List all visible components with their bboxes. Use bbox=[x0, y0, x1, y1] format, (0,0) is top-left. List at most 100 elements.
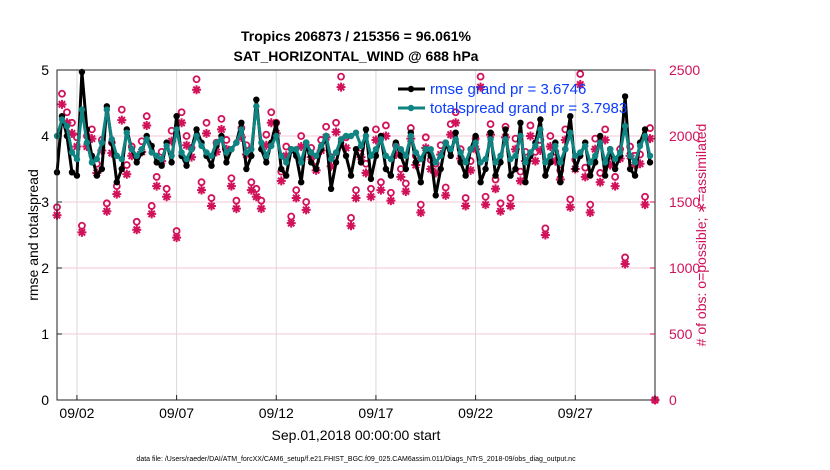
legend: rmse grand pr = 3.6746 totalspread grand … bbox=[398, 81, 627, 117]
totalspread-point bbox=[641, 132, 649, 140]
totalspread-point bbox=[68, 149, 76, 156]
totalspread-point bbox=[118, 155, 125, 163]
totalspread-point bbox=[178, 149, 185, 156]
totalspread-point bbox=[203, 149, 210, 156]
y-right-tick-label: 1000 bbox=[669, 260, 700, 276]
rmse-point bbox=[347, 172, 355, 179]
series-layer bbox=[52, 68, 660, 405]
assimilated-marker bbox=[142, 120, 152, 130]
assimilated-marker bbox=[236, 132, 246, 142]
possible-marker bbox=[461, 194, 470, 202]
totalspread-point bbox=[611, 155, 619, 163]
possible-marker bbox=[601, 125, 610, 134]
totalspread-point bbox=[621, 122, 629, 130]
totalspread-point bbox=[507, 155, 514, 163]
rmse-point bbox=[362, 126, 370, 133]
possible-marker bbox=[302, 198, 311, 206]
totalspread-point bbox=[422, 146, 429, 153]
x-tick-label: 09/27 bbox=[558, 405, 593, 421]
x-tick-label: 09/07 bbox=[159, 405, 194, 421]
x-tick-label: 09/22 bbox=[458, 405, 493, 421]
totalspread-point bbox=[437, 152, 444, 159]
totalspread-point bbox=[557, 159, 564, 166]
totalspread-point bbox=[83, 139, 91, 146]
totalspread-point bbox=[562, 146, 569, 153]
totalspread-point bbox=[362, 132, 370, 140]
assimilated-marker bbox=[610, 181, 620, 191]
rmse-point bbox=[522, 179, 529, 186]
assimilated-marker bbox=[476, 82, 486, 92]
rmse-point bbox=[417, 179, 424, 186]
assimilated-marker bbox=[535, 146, 545, 156]
rmse-point bbox=[208, 162, 215, 169]
assimilated-marker bbox=[226, 181, 236, 191]
assimilated-marker bbox=[117, 115, 127, 125]
rmse-point bbox=[587, 172, 594, 179]
totalspread-point bbox=[163, 142, 170, 150]
assimilated-marker bbox=[401, 186, 411, 196]
rmse-point bbox=[517, 119, 524, 127]
totalspread-point bbox=[253, 103, 260, 110]
totalspread-point bbox=[228, 146, 235, 153]
totalspread-point bbox=[113, 152, 121, 159]
rmse-point bbox=[133, 159, 140, 166]
assimilated-marker bbox=[122, 169, 132, 179]
totalspread-point bbox=[646, 152, 654, 159]
assimilated-marker bbox=[296, 142, 306, 152]
rmse-point bbox=[342, 152, 350, 159]
totalspread-point bbox=[88, 159, 96, 166]
rmse-point bbox=[93, 172, 101, 179]
totalspread-point bbox=[268, 142, 275, 150]
assimilated-marker bbox=[87, 134, 97, 144]
y-tick-label: 3 bbox=[41, 194, 49, 210]
rmse-point bbox=[113, 179, 121, 186]
totalspread-point bbox=[377, 136, 385, 143]
rmse-point bbox=[387, 172, 395, 179]
totalspread-point bbox=[138, 146, 145, 153]
rmse-point bbox=[278, 165, 285, 173]
rmse-point bbox=[397, 152, 405, 159]
rmse-point bbox=[153, 159, 160, 166]
y-right-tick-label: 500 bbox=[669, 326, 693, 342]
totalspread-point bbox=[372, 146, 380, 153]
totalspread-point bbox=[542, 159, 549, 166]
possible-marker bbox=[102, 199, 111, 208]
possible-marker bbox=[207, 194, 216, 202]
possible-marker bbox=[297, 132, 306, 140]
possible-marker bbox=[152, 173, 161, 181]
rmse-point bbox=[243, 165, 250, 173]
totalspread-point bbox=[342, 132, 350, 140]
totalspread-point bbox=[78, 106, 86, 113]
totalspread-point bbox=[587, 159, 594, 166]
assimilated-marker bbox=[595, 177, 605, 187]
totalspread-point bbox=[392, 142, 400, 150]
possible-marker bbox=[227, 174, 236, 183]
assimilated-marker bbox=[152, 181, 162, 191]
rmse-point bbox=[596, 132, 604, 140]
totalspread-point bbox=[601, 159, 609, 166]
possible-marker bbox=[217, 114, 226, 123]
rmse-point bbox=[367, 175, 375, 183]
assimilated-marker bbox=[361, 168, 371, 178]
totalspread-point bbox=[631, 159, 639, 166]
totalspread-point bbox=[198, 142, 205, 150]
totalspread-point bbox=[537, 126, 544, 133]
assimilated-marker bbox=[206, 201, 216, 211]
assimilated-marker bbox=[515, 176, 525, 186]
rmse-point bbox=[492, 172, 499, 179]
rmse-point bbox=[312, 165, 320, 173]
rmse-point bbox=[497, 159, 504, 166]
totalspread-point bbox=[297, 159, 305, 166]
assimilated-marker bbox=[510, 144, 520, 154]
assimilated-marker bbox=[231, 204, 241, 214]
assimilated-marker bbox=[545, 142, 555, 152]
legend-totalspread-marker bbox=[407, 104, 415, 112]
assimilated-marker bbox=[182, 140, 192, 150]
possible-marker bbox=[247, 178, 256, 187]
x-tick-label: 09/12 bbox=[259, 405, 294, 421]
possible-marker bbox=[347, 213, 355, 222]
totalspread-point bbox=[487, 136, 494, 143]
totalspread-point bbox=[626, 152, 634, 159]
totalspread-point bbox=[248, 146, 255, 153]
y-axis-right-label: # of obs: o=possible; ∗=assimilated bbox=[693, 124, 709, 347]
